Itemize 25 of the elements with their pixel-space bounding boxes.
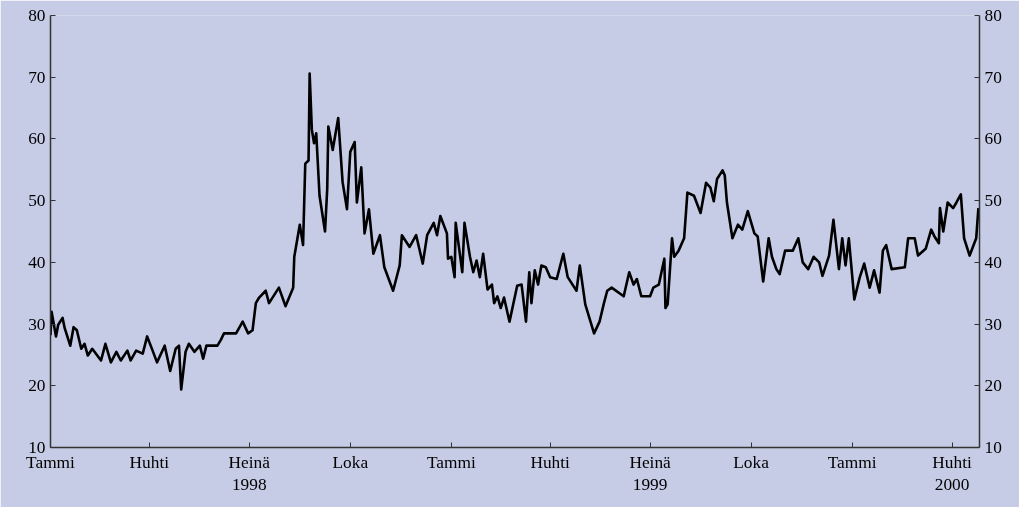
y2-tick-label: 10 — [984, 438, 1002, 457]
y-tick-label: 30 — [28, 314, 46, 334]
x-tick-label: Tammi — [426, 452, 476, 472]
y-tick-label: 50 — [28, 191, 46, 211]
y2-tick-label: 70 — [984, 67, 1002, 87]
y-tick-label: 60 — [28, 129, 46, 149]
x-tick-label: Loka — [332, 452, 369, 472]
x-tick-label: Huhti — [129, 452, 170, 472]
x-tick-label: Tammi — [827, 452, 877, 472]
y-tick-label: 80 — [28, 6, 46, 25]
y2-tick-label: 50 — [984, 191, 1002, 211]
x-tick-label: Huhti 2000 — [932, 452, 972, 495]
x-tick-label: Loka — [733, 452, 770, 472]
y-tick-label: 70 — [28, 67, 46, 87]
x-tick-label: Huhti — [530, 452, 571, 472]
line-series — [50, 72, 980, 391]
y2-tick-label: 40 — [984, 252, 1002, 272]
y2-tick-label: 80 — [984, 6, 1002, 25]
y-tick-label: 40 — [28, 252, 46, 272]
y2-tick-label: 20 — [984, 376, 1002, 396]
y2-tick-label: 60 — [984, 129, 1002, 149]
y2-tick-label: 30 — [984, 314, 1002, 334]
y-tick-label: 20 — [28, 376, 46, 396]
x-tick-label: Heinä 1998 — [228, 452, 271, 495]
x-tick-label: Heinä 1999 — [629, 452, 672, 495]
